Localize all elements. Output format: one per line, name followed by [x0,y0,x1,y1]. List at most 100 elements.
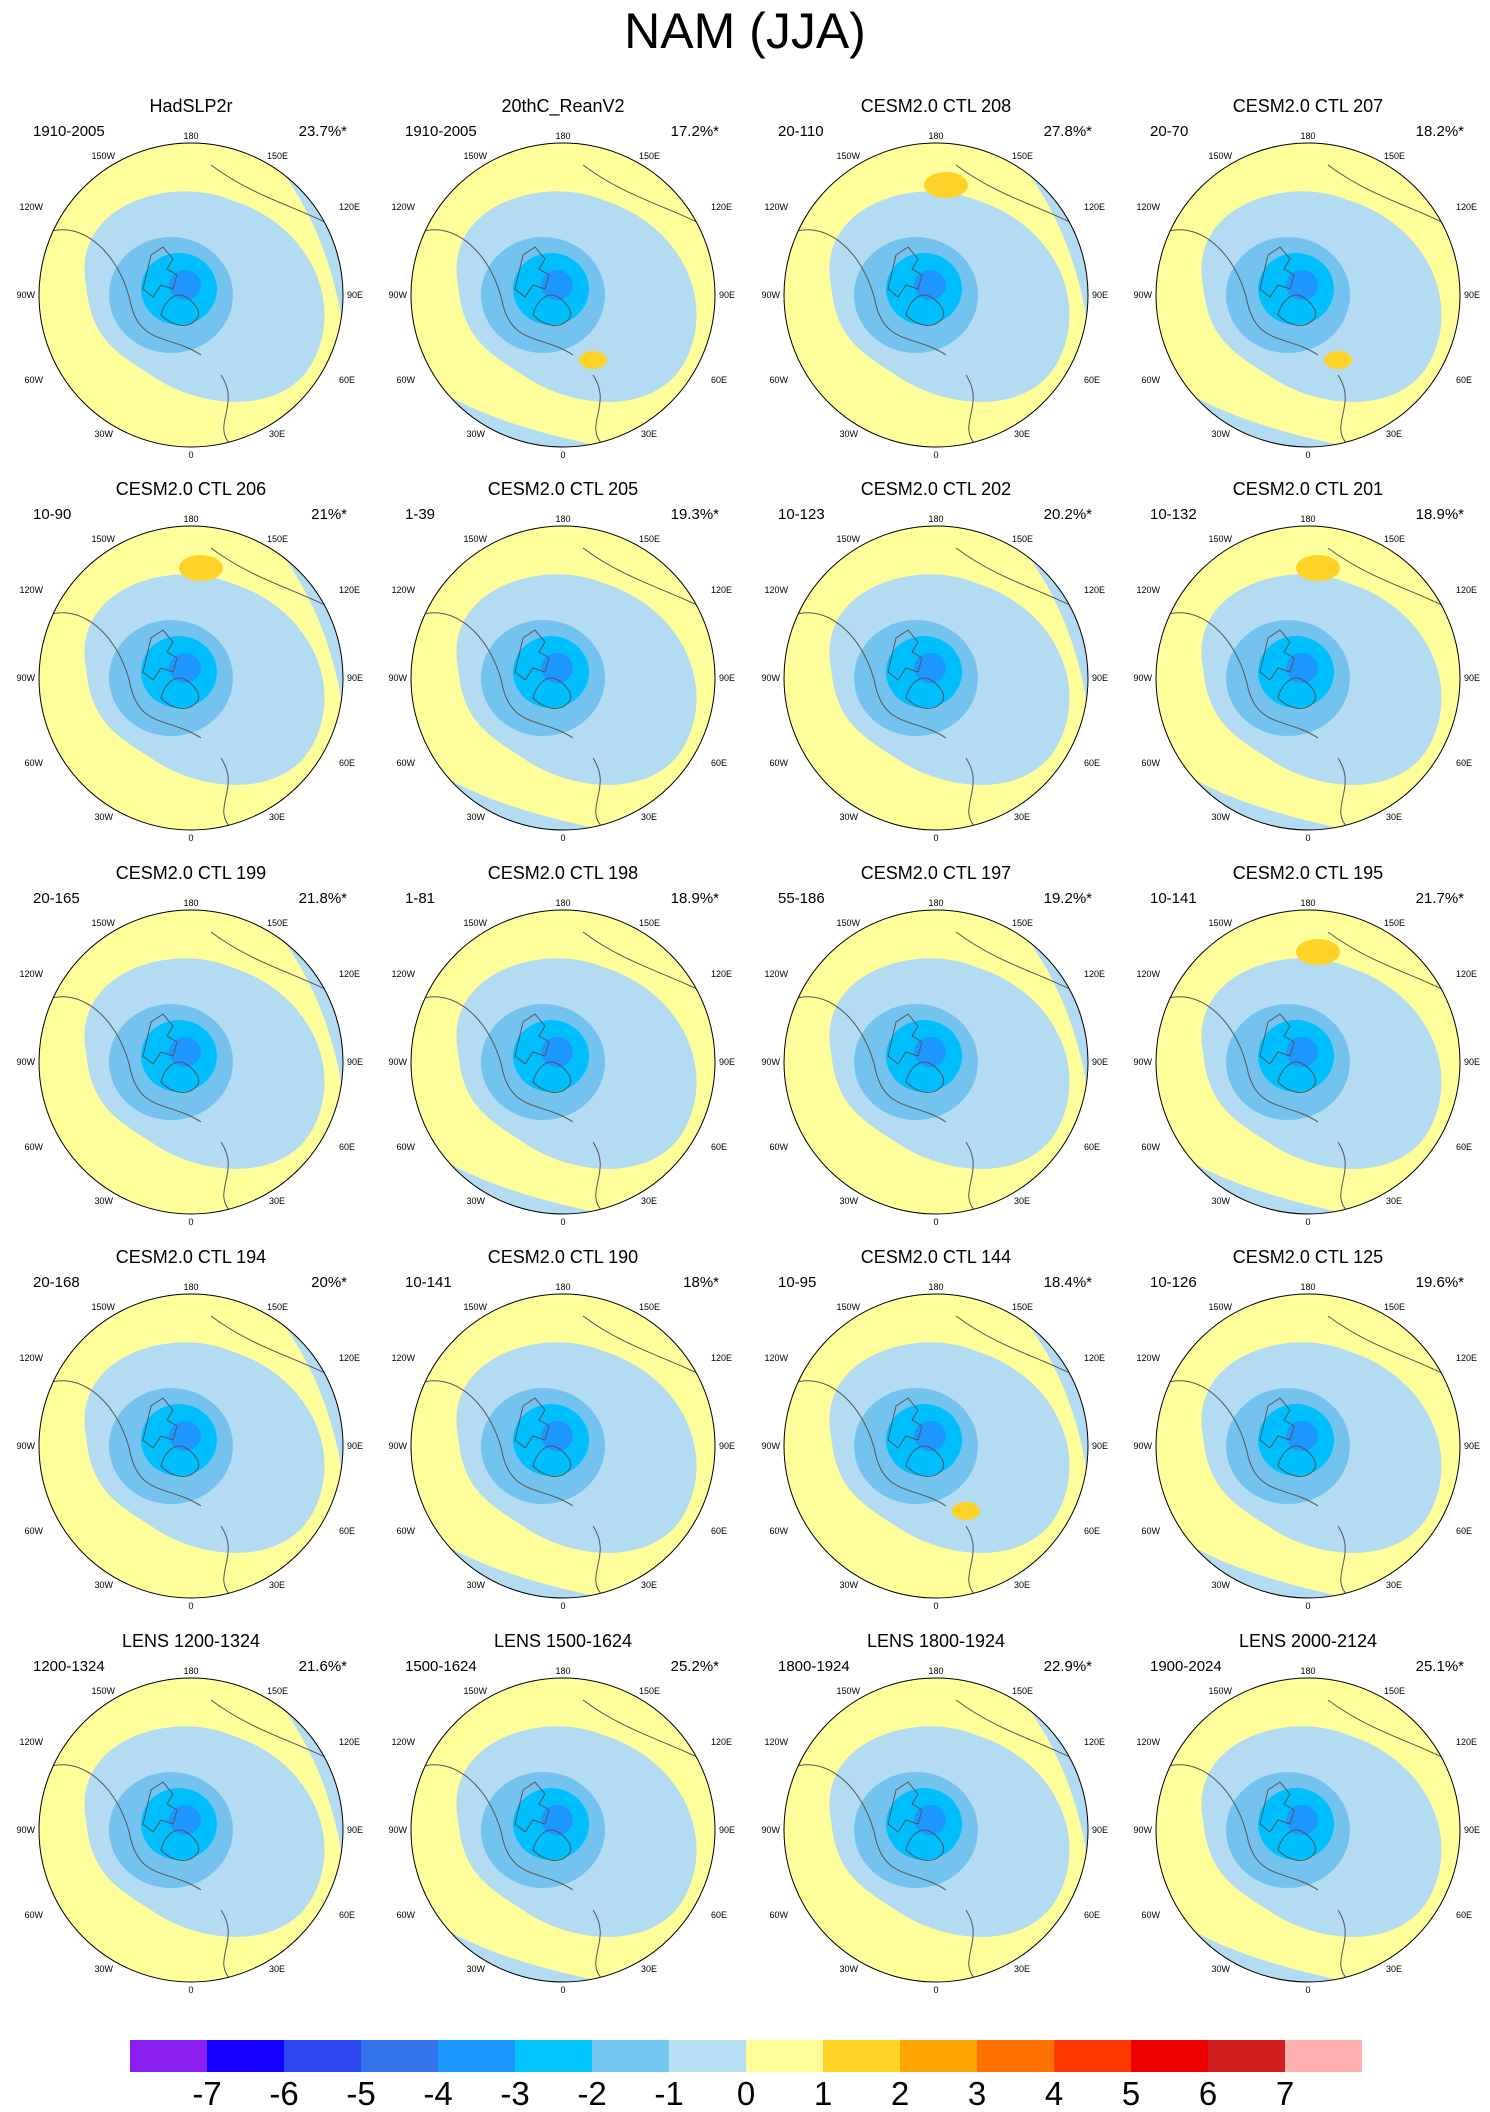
longitude-label-ul2: 120W [391,1353,415,1363]
longitude-label-right: 90E [719,1057,735,1067]
longitude-label-left: 90W [16,673,35,683]
longitude-label-ur1: 150E [1012,151,1033,161]
map-border [1155,1677,1461,1983]
longitude-label-ur2: 120E [711,202,732,212]
longitude-label-ll2: 30W [1211,812,1230,822]
panel-variance-percent: 17.2%* [670,123,719,140]
anomaly-field [1156,1678,1460,1982]
anomaly-field [39,1294,343,1598]
panel-variance-percent: 21%* [311,506,347,523]
map-panel: 180 0 90W 90E 150W 120W 150E 120E 60W 30W 60E 30E CE… [377,478,749,860]
panel-variance-percent: 18%* [683,1274,719,1291]
longitude-label-ll1: 60W [24,1910,43,1920]
longitude-label-ul2: 120W [391,585,415,595]
longitude-label-ll1: 60W [24,758,43,768]
panel-variance-percent: 18.9%* [670,890,719,907]
longitude-label-top: 180 [183,514,198,524]
longitude-label-lr2: 30E [1014,812,1030,822]
panel-variance-percent: 19.6%* [1415,1274,1464,1291]
longitude-label-top: 180 [555,131,570,141]
panel-period: 1900-2024 [1150,1658,1222,1675]
coastline [785,547,1077,829]
longitude-label-ur1: 150E [267,1302,288,1312]
longitude-label-ur2: 120E [711,969,732,979]
longitude-label-ll2: 30W [94,1196,113,1206]
longitude-label-ul1: 150W [836,918,860,928]
anomaly-field [39,143,343,447]
longitude-label-top: 180 [555,514,570,524]
longitude-label-ul1: 150W [91,1302,115,1312]
longitude-label-right: 90E [347,1057,363,1067]
longitude-label-right: 90E [1092,1825,1108,1835]
panel-variance-percent: 25.1%* [1415,1658,1464,1675]
longitude-label-ll1: 60W [769,1910,788,1920]
longitude-label-lr1: 60E [1456,1910,1472,1920]
map-border [38,1677,344,1983]
map-border [783,909,1089,1215]
longitude-label-ul1: 150W [836,534,860,544]
panel-title: CESM2.0 CTL 190 [487,1247,639,1267]
colorbar-tick-label: -6 [269,2075,299,2112]
panel-title: CESM2.0 CTL 206 [115,479,267,499]
anomaly-field [784,1294,1088,1598]
anomaly-field [411,1678,715,1982]
longitude-label-bottom: 0 [933,1601,938,1611]
longitude-label-ll1: 60W [769,375,788,385]
longitude-label-ul2: 120W [391,1737,415,1747]
map-panel: 180 0 90W 90E 150W 120W 150E 120E 60W 30W 60E 30E CE… [1122,862,1490,1244]
map-panel: 180 0 90W 90E 150W 120W 150E 120E 60W 30W 60E 30E CE… [5,478,377,860]
longitude-label-ul2: 120W [764,969,788,979]
colorbar-tick-label: 3 [967,2075,987,2112]
map-panel: 180 0 90W 90E 150W 120W 150E 120E 60W 30W 60E 30E CE… [1122,1246,1490,1628]
longitude-label-ur2: 120E [1084,1737,1105,1747]
longitude-label-right: 90E [1464,1057,1480,1067]
map-panel: 180 0 90W 90E 150W 120W 150E 120E 60W 30W 60E 30E LE… [377,1630,749,2012]
longitude-label-ll2: 30W [466,1196,485,1206]
map-panel: 180 0 90W 90E 150W 120W 150E 120E 60W 30W 60E 30E CE… [750,862,1122,1244]
longitude-label-lr2: 30E [1386,1196,1402,1206]
longitude-label-ur1: 150E [1012,1302,1033,1312]
panel-period: 10-95 [778,1274,817,1291]
longitude-label-lr2: 30E [269,1196,285,1206]
coastline [785,1315,1077,1597]
longitude-label-right: 90E [347,1825,363,1835]
longitude-label-lr1: 60E [1456,375,1472,385]
longitude-label-bottom: 0 [560,1217,565,1227]
longitude-label-ul1: 150W [1208,1302,1232,1312]
colorbar-swatch [361,2040,438,2072]
map-panel: 180 0 90W 90E 150W 120W 150E 120E 60W 30W 60E 30E LE… [1122,1630,1490,2012]
longitude-label-bottom: 0 [560,1601,565,1611]
longitude-label-ul2: 120W [19,969,43,979]
longitude-label-lr2: 30E [641,429,657,439]
longitude-label-ul2: 120W [19,585,43,595]
longitude-label-left: 90W [388,1441,407,1451]
colorbar-swatch [977,2040,1054,2072]
coastline [40,1699,332,1981]
panel-period: 1910-2005 [33,123,105,140]
longitude-label-ll1: 60W [396,1910,415,1920]
longitude-label-ll2: 30W [839,1196,858,1206]
longitude-label-bottom: 0 [560,833,565,843]
longitude-label-bottom: 0 [188,1985,193,1995]
longitude-label-lr1: 60E [339,1142,355,1152]
panel-period: 10-141 [1150,890,1197,907]
longitude-label-ll2: 30W [94,1580,113,1590]
panel-period: 20-110 [778,123,824,140]
coastline [412,1315,704,1597]
longitude-label-right: 90E [347,1441,363,1451]
longitude-label-ur2: 120E [1084,585,1105,595]
longitude-label-top: 180 [555,1666,570,1676]
longitude-label-top: 180 [928,1282,943,1292]
panel-period: 1200-1324 [33,1658,105,1675]
polar-map: 180 0 90W 90E 150W 120W 150E 120E 60W 30W 60E 30E [1133,1666,1480,1995]
longitude-label-ll2: 30W [94,1964,113,1974]
longitude-label-ur1: 150E [267,534,288,544]
map-border [410,909,716,1215]
longitude-label-right: 90E [347,673,363,683]
longitude-label-left: 90W [1133,290,1152,300]
polar-map: 180 0 90W 90E 150W 120W 150E 120E 60W 30W 60E 30E [388,898,735,1227]
longitude-label-ll2: 30W [94,429,113,439]
longitude-label-bottom: 0 [1305,450,1310,460]
longitude-label-lr1: 60E [1456,1142,1472,1152]
anomaly-field [411,910,715,1214]
